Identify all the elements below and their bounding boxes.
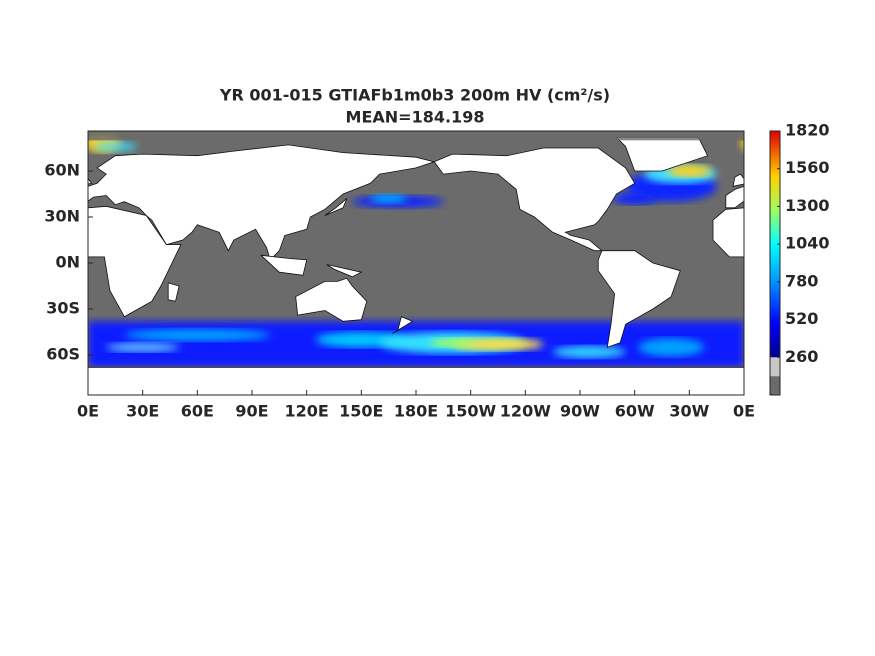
y-tick-label: 60N: [44, 161, 80, 180]
x-tick-label: 60E: [181, 402, 214, 421]
y-tick-label: 0N: [55, 253, 80, 272]
y-tick-label: 30N: [44, 207, 80, 226]
land: [326, 264, 363, 278]
colorbar-frame: [769, 130, 781, 396]
y-tick-label: 30S: [46, 299, 80, 318]
x-tick-label: 60W: [615, 402, 655, 421]
land: [167, 282, 180, 302]
colorbar-tick-label: 1300: [785, 196, 830, 215]
land: [824, 283, 835, 301]
land: [259, 254, 308, 276]
field-patch: [780, 329, 875, 341]
land: [433, 147, 636, 252]
land: [88, 144, 436, 261]
colorbar-tick-label: 520: [785, 309, 818, 328]
land: [392, 316, 414, 334]
land: [88, 205, 182, 318]
colorbar-tick-label: 780: [785, 271, 818, 290]
x-tick-label: 90E: [235, 402, 268, 421]
land: [88, 366, 89, 395]
field-patch: [124, 328, 271, 342]
land: [712, 207, 744, 258]
field-patch: [638, 338, 704, 357]
field-patch: [93, 140, 138, 153]
colorbar: 260 520 780 1040 1300 1560 1820: [769, 121, 830, 396]
land: [597, 250, 681, 348]
colorbar-low: [770, 357, 780, 377]
colorbar-tick-label: 1820: [785, 121, 830, 140]
land: [324, 198, 348, 216]
colorbar-tick-label: 1040: [785, 234, 830, 253]
field-patch: [552, 345, 626, 359]
land: [295, 277, 368, 322]
colorbar-tick-label: 1560: [785, 158, 830, 177]
land: [725, 185, 744, 209]
y-tick-label: 60S: [46, 345, 80, 364]
field-patch: [612, 192, 657, 205]
x-tick-label: 30E: [126, 402, 159, 421]
x-tick-label: 30W: [669, 402, 709, 421]
field-patch: [430, 338, 475, 348]
x-tick-label: 0E: [733, 402, 755, 421]
x-tick-label: 0E: [77, 402, 99, 421]
x-tick-label: 150W: [445, 402, 496, 421]
arctic-ice: [88, 131, 744, 141]
x-tick-label: 90W: [560, 402, 600, 421]
x-tick-label: 120W: [500, 402, 551, 421]
map-title: YR 001-015 GTIAFb1m0b3 200m HV (cm²/s): [219, 86, 610, 105]
field-patch: [740, 137, 744, 149]
x-tick-label: 180E: [394, 402, 438, 421]
field-patch: [452, 338, 544, 351]
x-tick-label: 120E: [285, 402, 329, 421]
land: [732, 173, 744, 187]
colorbar-ramp: [770, 131, 780, 358]
land: [743, 366, 744, 395]
land: [88, 366, 744, 395]
field-patch: [667, 164, 712, 178]
map-area: [0, 131, 875, 395]
colorbar-tick-label: 260: [785, 347, 818, 366]
land: [88, 178, 93, 185]
land: [0, 251, 24, 348]
x-tick-label: 150E: [339, 402, 383, 421]
map-subtitle: MEAN=184.198: [346, 108, 485, 127]
field-patch: [106, 342, 180, 352]
colorbar-low: [770, 376, 780, 395]
field-patch: [370, 194, 407, 204]
